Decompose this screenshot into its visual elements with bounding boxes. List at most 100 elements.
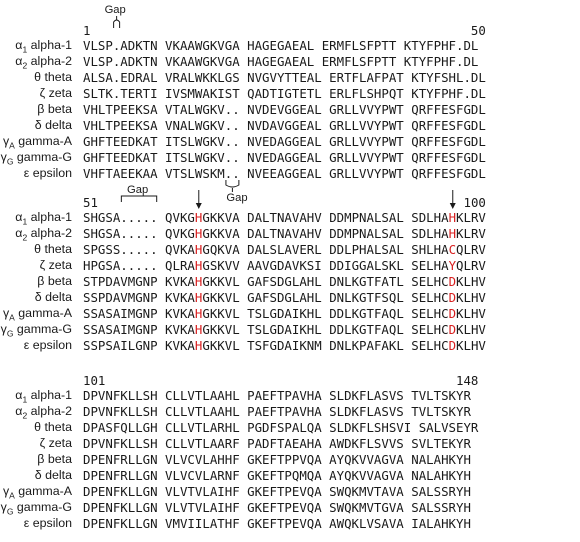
- arrow-head: [449, 203, 456, 209]
- chain-name: beta: [47, 274, 72, 288]
- chain-symbol: ε: [23, 166, 30, 180]
- chain-name: alpha-2: [30, 404, 72, 418]
- chain-subscript: 2: [22, 60, 28, 71]
- chain-name: epsilon: [32, 516, 72, 530]
- species-label-alpha-1: α1 alpha-1: [0, 210, 72, 229]
- chain-name: gamma-A: [18, 134, 72, 148]
- sequence-row-delta: DPENFRLLGN VLVCVLARNF GKEFTPQMQA AYQKVVA…: [83, 468, 471, 483]
- species-label-beta: β beta: [0, 274, 72, 289]
- sequence-row-epsilon: VHFTAEEKAA VTSLWSKM.. NVEEAGGEAL GRLLVVY…: [83, 166, 486, 181]
- chain-symbol: γ: [0, 150, 7, 164]
- highlighted-residue: H: [194, 258, 203, 273]
- chain-symbol: β: [37, 452, 45, 466]
- species-label-alpha-2: α2 alpha-2: [0, 404, 72, 423]
- block-start-number: 1: [83, 23, 91, 38]
- block-end-number: 148: [455, 373, 479, 388]
- species-label-gamma-A: γA gamma-A: [0, 484, 72, 503]
- chain-name: delta: [45, 468, 72, 482]
- gap-label: Gap: [127, 184, 149, 196]
- gap-bracket: [225, 180, 240, 188]
- block-end-number: 50: [470, 23, 486, 38]
- block-start-number: 51: [83, 195, 98, 210]
- chain-symbol: γ: [2, 484, 10, 498]
- sequence-row-zeta: HPGSA..... QLRAHGSKVV AAVGDAVKSI DDIGGAL…: [83, 258, 486, 273]
- species-label-zeta: ζ zeta: [0, 436, 72, 451]
- chain-symbol: ζ: [39, 86, 46, 100]
- highlighted-residue: H: [194, 274, 203, 289]
- highlighted-residue: D: [448, 290, 457, 305]
- chain-subscript: G: [6, 328, 14, 339]
- chain-symbol: α: [15, 210, 23, 224]
- chain-subscript: G: [6, 156, 14, 167]
- chain-symbol: α: [15, 38, 23, 52]
- sequence-row-beta: DPENFRLLGN VLVCVLAHHF GKEFTPPVQA AYQKVVA…: [83, 452, 471, 467]
- sequence-row-gamma-G: DPENFKLLGN VLVTVLAIHF GKEFTPEVQA SWQKMVT…: [83, 500, 471, 515]
- chain-symbol: β: [37, 274, 45, 288]
- highlighted-residue: D: [448, 274, 457, 289]
- chain-name: zeta: [48, 258, 72, 272]
- species-label-gamma-A: γA gamma-A: [0, 134, 72, 153]
- chain-name: beta: [47, 102, 72, 116]
- sequence-row-gamma-A: SSASAIMGNP KVKAHGKKVL TSLGDAIKHL DDLKGTF…: [83, 306, 486, 321]
- chain-name: alpha-1: [30, 38, 72, 52]
- chain-subscript: G: [6, 506, 14, 517]
- highlighted-residue: D: [448, 338, 457, 353]
- chain-symbol: γ: [2, 306, 10, 320]
- chain-symbol: γ: [2, 134, 10, 148]
- chain-name: gamma-G: [16, 500, 72, 514]
- species-label-alpha-1: α1 alpha-1: [0, 38, 72, 57]
- highlighted-residue: H: [194, 290, 203, 305]
- species-label-epsilon: ε epsilon: [0, 516, 72, 531]
- chain-name: theta: [44, 420, 72, 434]
- chain-name: gamma-G: [16, 150, 72, 164]
- highlighted-residue: H: [194, 338, 203, 353]
- sequence-row-alpha-2: VLSP.ADKTN VKAAWGKVGA HAGEGAEAL ERMFLSFP…: [83, 54, 479, 69]
- chain-symbol: ζ: [39, 436, 46, 450]
- species-label-delta: δ delta: [0, 118, 72, 133]
- species-label-gamma-A: γA gamma-A: [0, 306, 72, 325]
- chain-name: gamma-G: [16, 322, 72, 336]
- sequence-row-alpha-1: DPVNFKLLSH CLLVTLAAHL PAEFTPAVHA SLDKFLA…: [83, 388, 471, 403]
- chain-symbol: α: [15, 388, 23, 402]
- species-label-theta: θ theta: [0, 420, 72, 435]
- chain-name: theta: [44, 242, 72, 256]
- sequence-row-alpha-1: SHGSA..... QVKGHGKKVA DALTNAVAHV DDMPNAL…: [83, 210, 486, 225]
- highlighted-residue: D: [448, 306, 457, 321]
- chain-symbol: β: [37, 102, 45, 116]
- highlighted-residue: H: [194, 226, 203, 241]
- block-start-number: 101: [83, 373, 106, 388]
- species-label-gamma-G: γG gamma-G: [0, 322, 72, 341]
- block-end-number: 100: [463, 195, 486, 210]
- highlighted-residue: D: [448, 322, 457, 337]
- sequence-row-zeta: DPVNFKLLSH CLLVTLAARF PADFTAEAHA AWDKFLS…: [83, 436, 471, 451]
- sequence-row-alpha-2: SHGSA..... QVKGHGKKVA DALTNAVAHV DDMPNAL…: [83, 226, 486, 241]
- chain-subscript: A: [9, 490, 15, 501]
- species-label-zeta: ζ zeta: [0, 86, 72, 101]
- highlighted-residue: H: [194, 306, 203, 321]
- chain-symbol: ε: [23, 338, 30, 352]
- sequence-row-delta: VHLTPEEKSA VNALWGKV.. NVDAVGGEAL GRLLVVY…: [83, 118, 486, 133]
- species-label-delta: δ delta: [0, 290, 72, 305]
- sequence-row-zeta: SLTK.TERTI IVSMWAKIST QADTIGTETL ERLFLSH…: [83, 86, 486, 101]
- sequence-row-theta: DPASFQLLGH CLLVTLARHL PGDFSPALQA SLDKFLS…: [83, 420, 479, 435]
- species-label-alpha-2: α2 alpha-2: [0, 226, 72, 245]
- sequence-row-gamma-G: GHFTEEDKAT ITSLWGKV.. NVEDAGGEAL GRLLVVY…: [83, 150, 486, 165]
- chain-symbol: ζ: [39, 258, 46, 272]
- chain-symbol: α: [15, 54, 23, 68]
- chain-symbol: α: [15, 226, 23, 240]
- chain-symbol: θ: [34, 242, 41, 256]
- chain-name: zeta: [48, 436, 72, 450]
- chain-subscript: A: [9, 140, 15, 151]
- arrow-head: [195, 203, 202, 209]
- chain-name: gamma-A: [18, 306, 72, 320]
- chain-subscript: 1: [22, 394, 28, 405]
- chain-name: alpha-1: [30, 210, 72, 224]
- chain-name: epsilon: [32, 166, 72, 180]
- chain-subscript: 1: [22, 44, 28, 55]
- highlighted-residue: C: [448, 242, 457, 257]
- species-label-delta: δ delta: [0, 468, 72, 483]
- chain-name: zeta: [48, 86, 72, 100]
- sequence-row-alpha-1: VLSP.ADKTN VKAAWGKVGA HAGEGAEAL ERMFLSFP…: [83, 38, 479, 53]
